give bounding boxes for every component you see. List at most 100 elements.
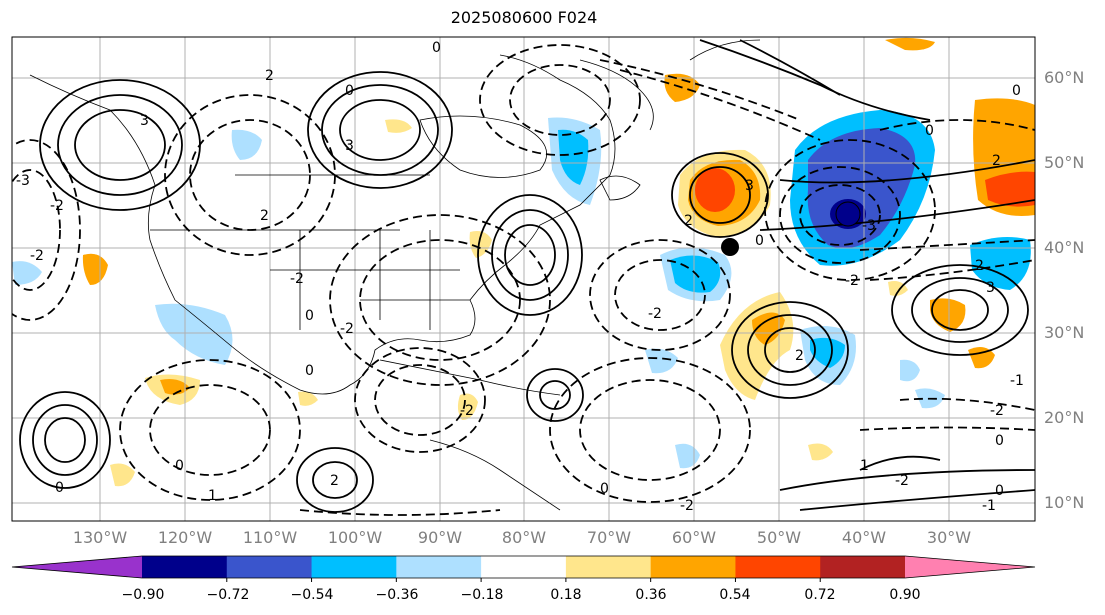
latitude-label: 50°N xyxy=(1044,153,1085,172)
latitude-label: 30°N xyxy=(1044,323,1085,342)
contour-label: -3 xyxy=(16,173,30,189)
contour-label: -2 xyxy=(648,306,662,322)
negative-anomaly-region xyxy=(970,236,1031,290)
contour-label: 3 xyxy=(745,178,754,194)
negative-anomaly-region xyxy=(12,261,42,285)
contour-label: 2 xyxy=(992,153,1001,169)
latitude-label: 60°N xyxy=(1044,68,1085,87)
contour-label: -2 xyxy=(30,248,44,264)
negative-anomaly-region xyxy=(558,129,589,185)
contour-label: -2 xyxy=(290,271,304,287)
longitude-label: 130°W xyxy=(72,528,128,547)
contour-label: 0 xyxy=(995,433,1004,449)
colorbar-outline xyxy=(11,555,1036,579)
shading-layer xyxy=(12,37,1035,487)
colorbar-segment xyxy=(735,556,821,578)
positive-anomaly-region xyxy=(110,463,135,487)
colorbar-tick-label: 0.54 xyxy=(719,587,751,603)
map-frame xyxy=(11,36,1036,522)
longitude-label: 40°W xyxy=(841,528,887,547)
positive-anomaly-region xyxy=(985,171,1035,207)
contour-label: 2 xyxy=(795,348,804,364)
low-center-marker xyxy=(721,238,739,256)
contour-label: -1 xyxy=(982,498,996,514)
positive-anomaly-region xyxy=(385,119,412,133)
contour-label: 0 xyxy=(55,480,64,496)
latitude-label: 10°N xyxy=(1044,493,1085,512)
contour-label: 0 xyxy=(995,483,1004,499)
longitude-label: 100°W xyxy=(327,528,383,547)
map-title: 2025080600 F024 xyxy=(450,8,598,27)
contour-label: -2 xyxy=(460,403,474,419)
colorbar-tick-label: 0.18 xyxy=(550,587,582,603)
contour-label: 2 xyxy=(684,213,693,229)
contour-label: -2 xyxy=(340,321,354,337)
contour-label: 1 xyxy=(860,458,869,474)
colorbar-tick-label: 0.72 xyxy=(804,587,836,603)
contour-label-group: 0 0 3 3 2 2 -2 -2 0 -2 -3 3 -3 0 2 -2 0 … xyxy=(16,40,1024,514)
colorbar-segment xyxy=(565,556,652,578)
contour-label: -2 xyxy=(845,273,859,289)
colorbar-segment xyxy=(650,556,736,578)
negative-anomaly-region xyxy=(900,359,920,382)
colorbar-extend-high xyxy=(905,556,1035,578)
colorbar-segment xyxy=(226,556,313,578)
contour-label: -2 xyxy=(895,473,909,489)
positive-anomaly-region xyxy=(457,393,478,420)
contour-label: 2 xyxy=(975,258,984,274)
contour-label: 2 xyxy=(265,68,274,84)
high-center-marker xyxy=(835,201,861,227)
contour-label: 0 xyxy=(1012,83,1021,99)
longitude-label: 30°W xyxy=(926,528,972,547)
positive-anomaly-region xyxy=(160,379,190,395)
longitude-label: 110°W xyxy=(242,528,298,547)
colorbar-tick-label: −0.90 xyxy=(121,587,165,603)
contour-label: -2 xyxy=(680,498,694,514)
colorbar-extend-low xyxy=(12,556,142,578)
contour-label: -3 xyxy=(862,218,876,234)
positive-anomaly-region xyxy=(752,312,785,345)
colorbar-tick-label: −0.18 xyxy=(460,587,504,603)
contour-label: 2 xyxy=(260,208,269,224)
negative-anomaly-region xyxy=(155,303,233,365)
colorbar-segment xyxy=(820,556,906,578)
negative-anomaly-region xyxy=(645,348,678,374)
colorbar-segment xyxy=(396,556,482,578)
latitude-label: 20°N xyxy=(1044,408,1085,427)
colorbar-tick-label: 0.36 xyxy=(635,587,667,603)
longitude-label: 80°W xyxy=(501,528,547,547)
colorbar-tick-label: −0.54 xyxy=(290,587,334,603)
colorbar-segment xyxy=(481,556,567,578)
contour-label: 3 xyxy=(140,113,149,129)
positive-anomaly-region xyxy=(968,346,995,369)
longitude-label: 90°W xyxy=(417,528,463,547)
contour-label: 0 xyxy=(432,40,441,56)
contour-layer xyxy=(19,39,1035,513)
contour-layer-dashed xyxy=(12,44,1035,516)
colorbar-segment xyxy=(142,556,228,578)
longitude-label: 70°W xyxy=(586,528,632,547)
longitude-label: 50°W xyxy=(756,528,802,547)
longitude-label: 120°W xyxy=(157,528,213,547)
negative-anomaly-region xyxy=(231,129,262,160)
colorbar-tick-label: 0.90 xyxy=(889,587,921,603)
contour-label: 0 xyxy=(755,233,764,249)
positive-anomaly-region xyxy=(808,443,833,461)
contour-label: -1 xyxy=(1010,373,1024,389)
latitude-label: 40°N xyxy=(1044,238,1085,257)
negative-anomaly-region xyxy=(810,337,845,368)
colorbar-tick-label: −0.72 xyxy=(206,587,250,603)
contour-label: 0 xyxy=(305,363,314,379)
contour-label: 0 xyxy=(305,308,314,324)
colorbar-tick-label: −0.36 xyxy=(375,587,419,603)
contour-label: -2 xyxy=(50,198,64,214)
positive-anomaly-region xyxy=(82,253,108,285)
contour-label: 3 xyxy=(986,280,995,296)
positive-anomaly-region xyxy=(298,391,318,406)
contour-label: 0 xyxy=(345,83,354,99)
contour-label: 0 xyxy=(175,458,184,474)
contour-label: 0 xyxy=(600,481,609,497)
contour-label: 2 xyxy=(330,473,339,489)
colorbar xyxy=(11,555,1036,582)
